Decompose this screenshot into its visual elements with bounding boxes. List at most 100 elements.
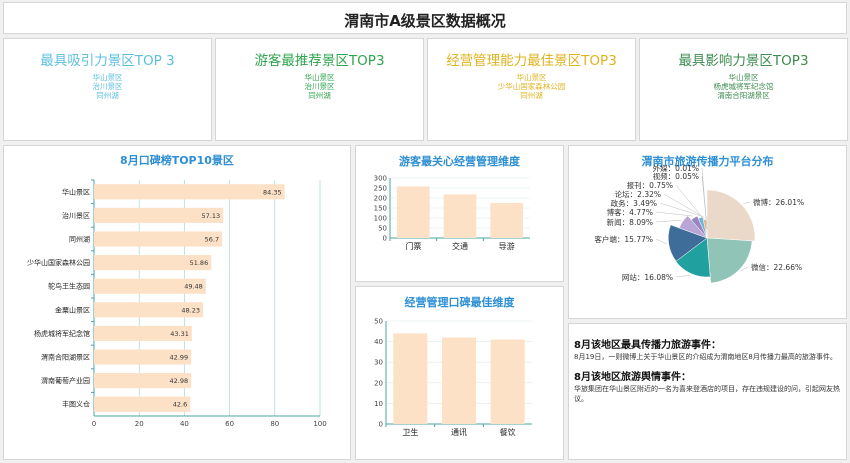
y-tick-label: 300 (374, 175, 387, 183)
x-tick-label: 0 (92, 420, 96, 428)
category-label: 同州湖 (69, 235, 90, 244)
value-label: 48.23 (181, 306, 200, 314)
kpi-card-recommended: 游客最推荐景区TOP3 华山景区 治川景区 同州湖 (215, 38, 424, 141)
event-text: 8月19日，一则微博上关于华山景区的介绍成为渭南地区8月传播力最高的旅游事件。 (574, 353, 837, 361)
event-title: 8月该地区旅游舆情事件： (574, 372, 691, 383)
kpi-item: 渭南合阳湖景区 (717, 91, 770, 100)
kpi-item: 治川景区 (92, 82, 123, 91)
bar (94, 184, 285, 200)
header-panel: 渭南市A级景区数据概况 (3, 2, 847, 34)
kpi-title: 游客最推荐景区TOP3 (254, 53, 385, 69)
kpi-card-attraction: 最具吸引力景区TOP 3 华山景区 治川景区 同州湖 (3, 38, 212, 141)
pie-slice (675, 237, 711, 278)
event-top: 8月该地区最具传播力旅游事件： 8月19日，一则微博上关于华山景区的介绍成为渭南… (574, 336, 841, 363)
pie-label: 外媒：0.01% (653, 163, 699, 173)
kpi-title: 最具影响力景区TOP3 (678, 53, 809, 69)
pie-label: 网站：16.08% (622, 272, 673, 282)
category-label: 丰图义仓 (62, 400, 90, 409)
category-label: 华山景区 (62, 187, 90, 196)
pie-label: 报刊：0.75% (627, 180, 673, 190)
pie-slice (679, 215, 708, 239)
bar (490, 339, 525, 424)
value-label: 43.31 (170, 330, 189, 338)
bar (443, 194, 477, 238)
kpi-title: 最具吸引力景区TOP 3 (40, 53, 175, 69)
y-tick-label: 150 (374, 205, 387, 213)
category-label: 杨虎城将军纪念馆 (34, 329, 90, 338)
value-label: 57.13 (202, 212, 221, 220)
kpi-list: 华山景区 治川景区 同州湖 (216, 73, 423, 100)
pie-slice (698, 216, 708, 239)
category-label: 卫生 (402, 427, 418, 437)
pie-label: 微信：22.66% (751, 262, 802, 272)
bar (94, 302, 203, 318)
y-tick-label: 100 (374, 215, 387, 223)
y-tick-label: 0 (383, 235, 387, 243)
kpi-item: 杨虎城将军纪念馆 (713, 82, 774, 91)
pie-label: 博客：4.77% (607, 207, 653, 217)
x-tick-label: 20 (135, 420, 144, 428)
category-label: 餐饮 (500, 427, 516, 437)
concern-title: 游客最关心经营管理维度 (399, 155, 520, 168)
pie-leader-line (655, 219, 682, 223)
y-tick-label: 0 (379, 421, 383, 429)
best-dimension-chart: 0 10 20 30 40 50 卫生 通讯 餐饮 (374, 318, 532, 437)
value-label: 51.86 (190, 259, 209, 267)
event-text: 华旅集团在华山景区附近的一名为喜来登酒店的项目，存在违规建设的问，引起网友热议。 (574, 385, 840, 403)
pie-slice (668, 224, 708, 262)
pie-slice (706, 237, 753, 284)
top10-chart: 0 20 40 60 80 100 华山景区 84.35 治川景区 57.13 同州湖 56.7 少华山… (27, 179, 327, 428)
category-label: 少华山国家森林公园 (27, 258, 90, 267)
category-label: 导游 (499, 241, 515, 251)
category-label: 金粟山景区 (55, 305, 90, 314)
platform-title: 渭南市旅游传播力平台分布 (641, 155, 774, 168)
bar (94, 231, 223, 247)
x-tick-label: 40 (180, 420, 189, 428)
pie-label: 视频：0.05% (653, 171, 699, 181)
pie-leader-line (659, 202, 701, 216)
value-label: 84.35 (263, 188, 282, 196)
platform-chart: 微博：26.01% 微信：22.66% 网站：16.08% 客户端：15.77% 新闻：… (594, 163, 804, 284)
pie-leader-line (675, 275, 691, 278)
pie-label: 政务：3.49% (611, 198, 657, 208)
pie-leader-line (655, 211, 694, 217)
platform-panel: 渭南市旅游传播力平台分布 微博：26.01% 微信：22.66% 网站：16.08%… (568, 145, 847, 319)
kpi-card-influence: 最具影响力景区TOP3 华山景区 杨虎城将军纪念馆 渭南合阳湖景区 (639, 38, 848, 141)
kpi-item: 同州湖 (520, 91, 543, 100)
pie-label: 新闻：8.09% (607, 217, 653, 227)
x-tick-label: 80 (270, 420, 279, 428)
kpi-card-management: 经营管理能力最佳景区TOP3 华山景区 少华山国家森林公园 同州湖 (427, 38, 636, 141)
kpi-item: 华山景区 (92, 73, 123, 82)
y-tick-label: 250 (374, 185, 387, 193)
pie-label: 论坛：2.32% (615, 189, 661, 199)
kpi-item: 华山景区 (516, 73, 547, 82)
y-tick-label: 20 (374, 379, 383, 387)
bar (490, 203, 523, 238)
y-tick-label: 10 (374, 400, 383, 408)
y-tick-label: 50 (374, 318, 383, 326)
value-label: 56.7 (205, 236, 219, 244)
bar (397, 186, 430, 238)
bar (94, 278, 206, 294)
kpi-item: 治川景区 (304, 82, 335, 91)
value-label: 49.48 (184, 283, 203, 291)
value-label: 42.6 (173, 401, 187, 409)
kpi-list: 华山景区 杨虎城将军纪念馆 渭南合阳湖景区 (640, 73, 847, 100)
bar (94, 207, 224, 223)
top10-title: 8月口碑榜TOP10景区 (120, 154, 234, 167)
bar (393, 333, 428, 424)
bar (441, 337, 477, 424)
y-tick-label: 30 (374, 359, 383, 367)
best-dimension-panel: 经营管理口碑最佳维度 0 10 20 30 40 50 卫生 通讯 餐饮 (355, 286, 564, 460)
pie-leader-line (655, 238, 667, 245)
y-tick-label: 40 (374, 338, 383, 346)
bar (94, 349, 192, 365)
y-tick-label: 50 (378, 225, 387, 233)
pie-leader-line (701, 167, 708, 230)
kpi-list: 华山景区 治川景区 同州湖 (4, 73, 211, 100)
kpi-item: 少华山国家森林公园 (497, 82, 566, 91)
pie-slice (706, 189, 756, 242)
x-tick-label: 60 (225, 420, 234, 428)
category-label: 渭南合阳湖景区 (41, 353, 90, 362)
category-label: 渭南葡萄产业园 (41, 376, 90, 385)
